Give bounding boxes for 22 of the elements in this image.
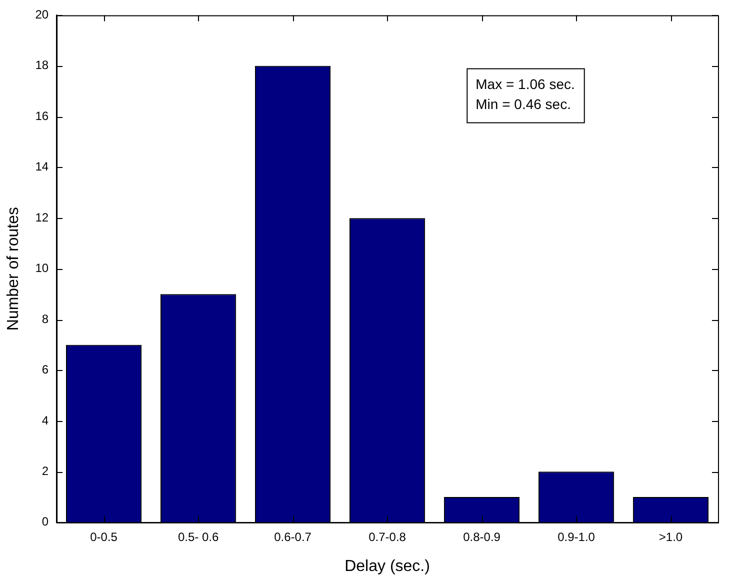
x-tick-label: 0.5- 0.6 [178,530,219,544]
x-tick-label: 0.6-0.7 [274,530,312,544]
y-tick-label: 18 [35,58,49,72]
x-tick-label: 0.8-0.9 [463,530,501,544]
annotation: Max = 1.06 sec. [476,76,575,92]
y-tick-label: 4 [42,413,49,428]
x-tick-label: 0.9-1.0 [558,530,596,544]
y-tick-label: 20 [35,8,49,22]
y-tick-label: 10 [35,261,49,276]
y-tick-label: 12 [35,210,49,224]
annotation: Min = 0.46 sec. [476,96,571,112]
y-tick-label: 14 [35,160,49,174]
y-tick-label: 16 [35,108,49,123]
x-axis-title: Delay (sec.) [344,558,430,575]
y-tick-label: 6 [42,362,49,377]
y-axis-title: Number of routes [5,206,22,331]
x-tick-label: 0.7-0.8 [368,530,406,544]
x-tick-label: 0-0.5 [90,530,118,544]
y-tick-label: 2 [42,464,49,478]
x-tick-label: >1.0 [658,530,683,544]
y-tick-label: 0 [42,514,49,529]
y-tick-label: 8 [42,312,49,326]
